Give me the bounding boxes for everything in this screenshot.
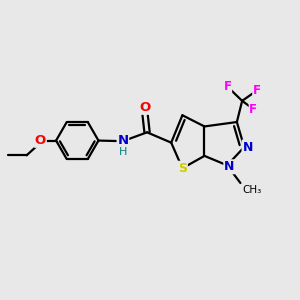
Text: S: S <box>178 162 187 175</box>
Text: N: N <box>117 134 128 147</box>
Text: O: O <box>35 134 46 147</box>
Text: F: F <box>224 80 231 93</box>
Text: N: N <box>243 141 253 154</box>
Text: F: F <box>249 103 257 116</box>
Text: F: F <box>253 84 261 97</box>
Text: H: H <box>119 147 128 158</box>
Text: CH₃: CH₃ <box>243 185 262 195</box>
Text: O: O <box>139 101 150 114</box>
Text: N: N <box>224 160 235 173</box>
